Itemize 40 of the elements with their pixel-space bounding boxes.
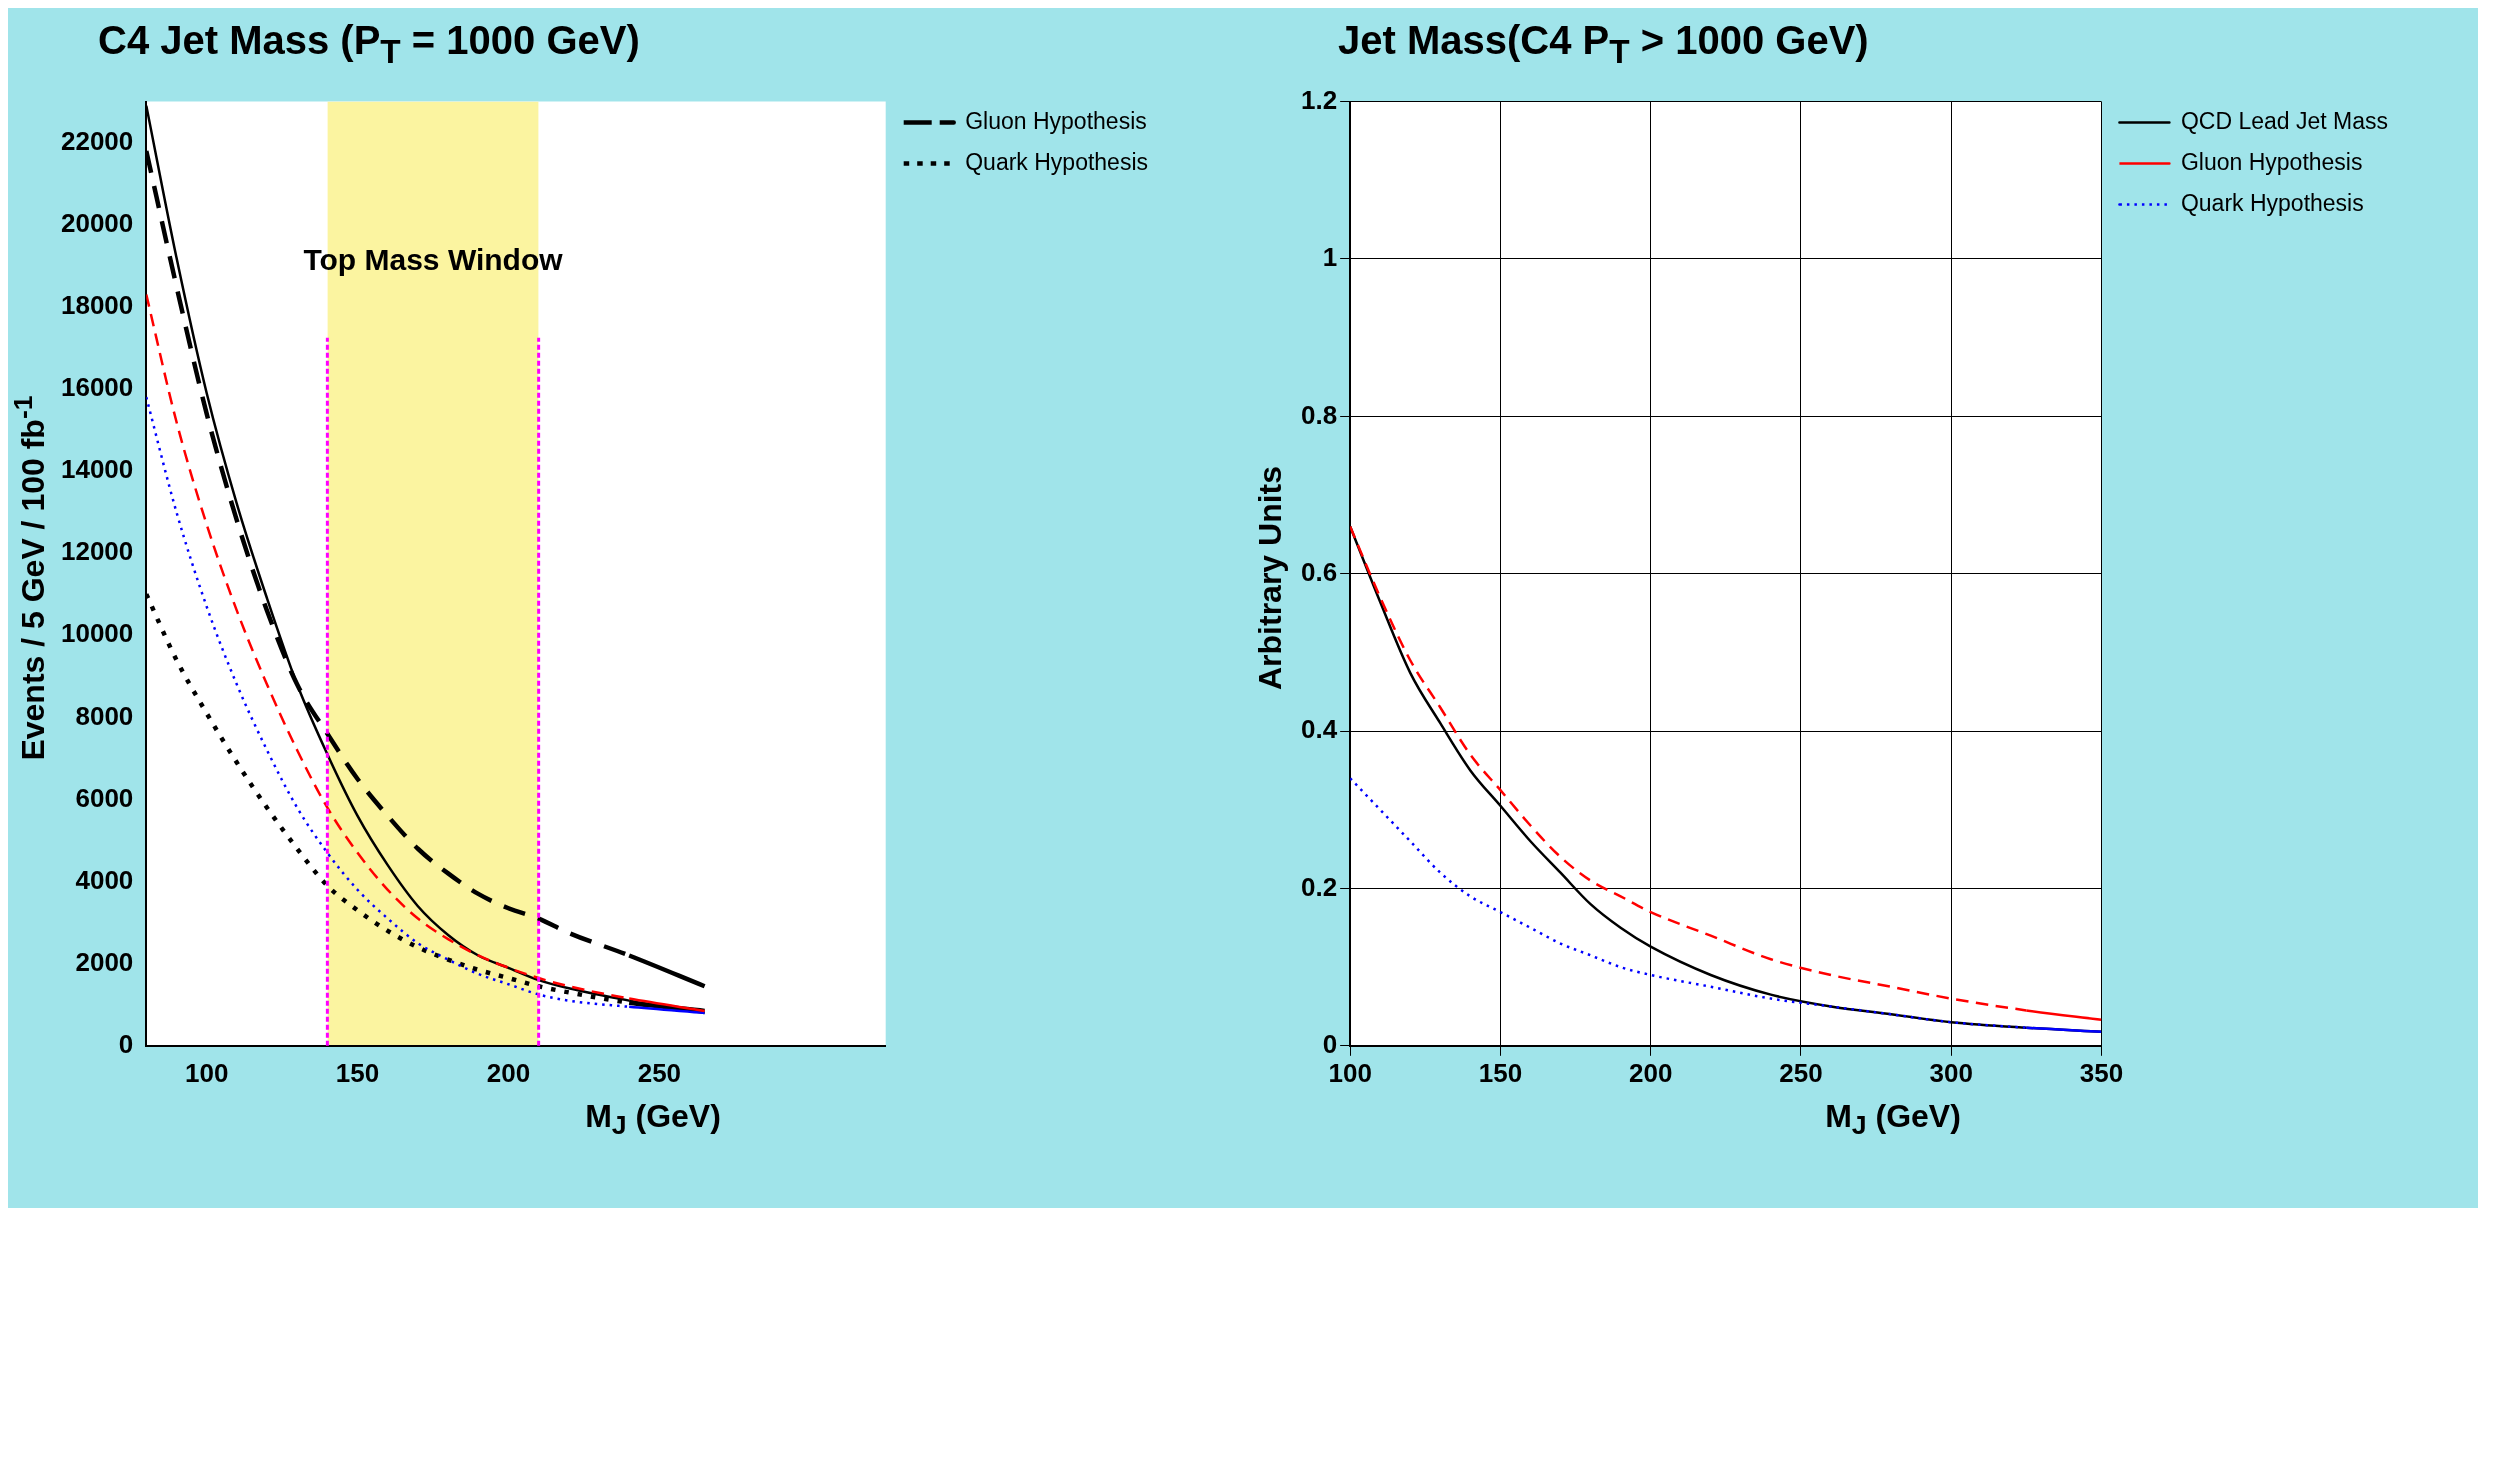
chart-title: Jet Mass(C4 P$_{T}$ > 1000 GeV)	[1338, 18, 1869, 71]
y-tick-label: 12000	[60, 536, 134, 567]
x-tick-label: 250	[637, 1057, 682, 1088]
y-tick-label: 1.2	[1300, 84, 1338, 115]
y-tick-label: 16000	[60, 372, 134, 403]
x-tick-label: 150	[335, 1057, 380, 1088]
y-tick-label: 0.8	[1300, 399, 1338, 430]
y-axis-title: Arbitrary Units	[1251, 465, 1289, 691]
y-tick-label: 18000	[60, 290, 134, 321]
x-axis-title: M$_{J}$ (GeV)	[1824, 1098, 1962, 1142]
y-tick-label: 10000	[60, 618, 134, 649]
y-tick-label: 0	[118, 1028, 134, 1059]
y-tick-label: 0.2	[1300, 871, 1338, 902]
x-axis-title: M$_{J}$ (GeV)	[584, 1098, 722, 1142]
x-tick-label: 250	[1779, 1057, 1823, 1088]
x-tick-label: 200	[486, 1057, 531, 1088]
legend-label: Gluon Hypothesis	[965, 107, 1147, 134]
x-tick-label: 350	[2079, 1057, 2124, 1088]
x-tick-label: 300	[1929, 1057, 1973, 1088]
x-tick-label: 200	[1628, 1057, 1673, 1088]
y-tick-label: 4000	[75, 864, 134, 895]
legend-label: Quark Hypothesis	[965, 148, 1149, 175]
y-tick-label: 6000	[75, 782, 134, 813]
legend-label: QCD Lead Jet Mass	[2180, 107, 2389, 134]
y-tick-label: 0.6	[1300, 556, 1338, 587]
x-tick-label: 150	[1478, 1057, 1523, 1088]
y-tick-label: 14000	[60, 454, 134, 485]
y-tick-label: 0.4	[1300, 714, 1338, 745]
y-tick-label: 1	[1322, 242, 1338, 273]
band-label: Top Mass Window	[303, 243, 564, 277]
y-tick-label: 20000	[60, 207, 134, 238]
x-tick-label: 100	[1328, 1057, 1372, 1088]
y-tick-label: 2000	[75, 946, 134, 977]
y-tick-label: 8000	[75, 700, 134, 731]
y-tick-label: 22000	[60, 125, 134, 156]
legend-label: Quark Hypothesis	[2180, 189, 2364, 216]
chart-title: C4 Jet Mass (P$_{T}$ = 1000 GeV)	[98, 18, 640, 71]
legend-label: Gluon Hypothesis	[2180, 148, 2363, 175]
y-tick-label: 0	[1322, 1028, 1338, 1059]
x-tick-label: 100	[184, 1057, 229, 1088]
